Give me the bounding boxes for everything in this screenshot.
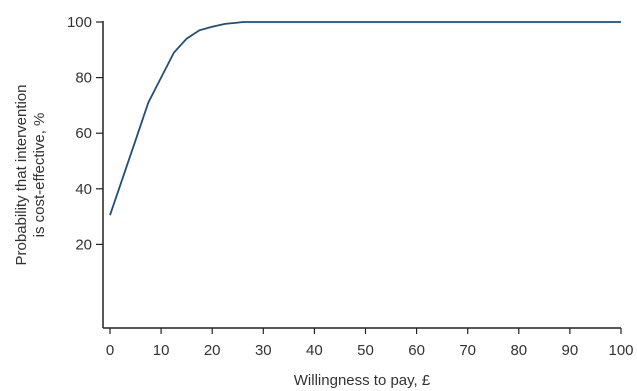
x-tick-label: 20 — [204, 342, 221, 359]
ceac-curve — [109, 21, 621, 216]
x-tick-label: 60 — [408, 342, 425, 359]
y-tick-label: 80 — [75, 70, 92, 87]
y-tick-label: 20 — [75, 236, 92, 253]
y-axis-label: Probability that intervention is cost-ef… — [13, 85, 48, 266]
y-axis-label-line-2: is cost-effective, % — [31, 113, 48, 238]
x-tick-label: 40 — [306, 342, 323, 359]
axes — [102, 21, 621, 329]
x-tick-label: 100 — [608, 342, 633, 359]
x-tick-label: 0 — [106, 342, 114, 359]
x-ticks: 0 10 20 30 40 50 60 70 80 90 100 — [106, 328, 634, 359]
x-tick-label: 50 — [357, 342, 374, 359]
x-tick-label: 10 — [153, 342, 170, 359]
x-tick-label: 30 — [255, 342, 272, 359]
x-tick-label: 80 — [510, 342, 527, 359]
y-tick-label: 40 — [75, 181, 92, 198]
y-axis-label-line-1: Probability that intervention — [13, 85, 30, 266]
x-tick-label: 70 — [459, 342, 476, 359]
x-tick-label: 90 — [562, 342, 579, 359]
x-axis-label: Willingness to pay, £ — [294, 372, 431, 389]
y-tick-label: 100 — [67, 14, 92, 31]
y-ticks: 20 40 60 80 100 — [67, 14, 103, 253]
y-tick-label: 60 — [75, 125, 92, 142]
